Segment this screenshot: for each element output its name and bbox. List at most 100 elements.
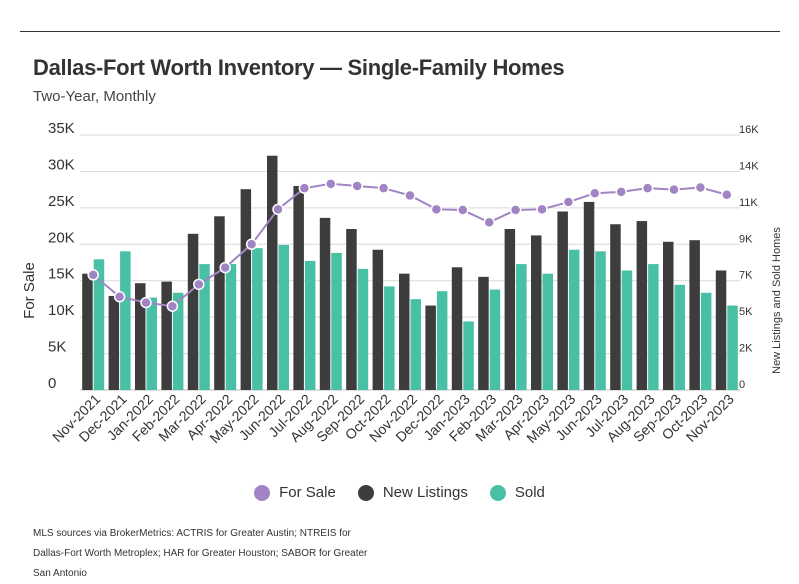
bar-sold xyxy=(648,264,659,390)
bar-new-listings xyxy=(663,241,674,390)
bar-new-listings xyxy=(504,229,516,390)
bar-new-listings xyxy=(610,224,621,390)
point-for-sale xyxy=(641,182,654,194)
point-for-sale xyxy=(351,180,363,192)
point-for-sale xyxy=(668,183,680,196)
legend-item-sold: Sold xyxy=(489,484,545,501)
point-for-sale xyxy=(457,204,469,216)
bar-new-listings xyxy=(636,221,648,390)
bar-sold xyxy=(436,291,448,390)
bar-new-listings xyxy=(583,201,595,390)
y2-tick-label: 7K xyxy=(739,270,753,282)
bar-new-listings xyxy=(319,217,331,390)
point-for-sale xyxy=(140,296,152,309)
point-for-sale xyxy=(483,216,495,229)
y2-tick-label: 0 xyxy=(739,379,745,391)
point-for-sale xyxy=(509,204,522,216)
source-note: MLS sources via BrokerMetrics: ACTRIS fo… xyxy=(33,528,368,579)
bar-sold xyxy=(331,252,342,390)
y-tick-label: 15K xyxy=(48,266,75,283)
point-for-sale xyxy=(430,203,443,216)
bar-sold xyxy=(727,305,738,390)
top-rule xyxy=(20,31,780,32)
y2-tick-label: 11K xyxy=(739,197,758,209)
legend-label-sold: Sold xyxy=(514,484,545,501)
y-tick-label: 30K xyxy=(48,156,75,173)
bar-new-listings xyxy=(425,305,436,390)
bar-sold xyxy=(384,286,395,390)
chart-subtitle: Two-Year, Monthly xyxy=(33,88,156,105)
bar-sold xyxy=(489,289,501,390)
point-for-sale xyxy=(272,203,284,216)
bar-sold xyxy=(568,249,580,390)
y-tick-label: 0 xyxy=(48,375,56,392)
bar-sold xyxy=(410,299,421,390)
point-for-sale xyxy=(245,238,258,251)
bar-new-listings xyxy=(531,235,542,390)
point-for-sale xyxy=(219,261,231,274)
bar-sold xyxy=(172,292,184,390)
bar-new-listings xyxy=(135,283,146,390)
point-for-sale xyxy=(536,203,548,216)
y2-tick-label: 14K xyxy=(739,160,759,172)
y-tick-label: 20K xyxy=(48,229,75,246)
legend-label-for-sale: For Sale xyxy=(279,484,336,501)
bar-new-listings xyxy=(451,267,463,390)
point-for-sale xyxy=(589,187,601,200)
legend-swatch-sold xyxy=(489,484,506,501)
bar-new-listings xyxy=(689,240,700,390)
y-tick-label: 5K xyxy=(48,339,66,356)
bar-sold xyxy=(252,248,263,390)
bar-new-listings xyxy=(478,276,489,390)
bar-sold xyxy=(621,270,633,390)
bar-new-listings xyxy=(82,273,93,390)
bar-new-listings xyxy=(267,155,278,390)
y-axis-label: For Sale xyxy=(21,262,38,319)
y2-axis-label: New Listings and Sold Homes xyxy=(771,227,783,374)
point-for-sale xyxy=(298,182,311,194)
bar-sold xyxy=(542,273,553,390)
point-for-sale xyxy=(562,196,575,208)
legend: For Sale New Listings Sold xyxy=(0,484,799,501)
point-for-sale xyxy=(87,269,99,281)
bar-new-listings xyxy=(187,233,199,390)
legend-item-new-listings: New Listings xyxy=(357,484,468,501)
bar-new-listings xyxy=(293,186,304,390)
point-for-sale xyxy=(193,278,205,291)
y-tick-label: 35K xyxy=(48,120,75,137)
bar-new-listings xyxy=(214,216,225,390)
bar-sold xyxy=(199,264,210,390)
y-tick-label: 10K xyxy=(48,302,75,319)
bar-sold xyxy=(278,244,289,390)
point-for-sale xyxy=(166,300,179,312)
bar-sold xyxy=(120,251,131,390)
chart-title: Dallas-Fort Worth Inventory — Single-Fam… xyxy=(33,55,565,80)
y2-tick-label: 16K xyxy=(739,124,759,136)
bar-new-listings xyxy=(240,189,252,390)
bar-sold xyxy=(93,259,105,390)
bar-sold xyxy=(304,260,316,390)
bar-sold xyxy=(674,284,685,390)
bar-sold xyxy=(516,264,527,390)
y2-tick-label: 2K xyxy=(739,343,753,355)
bar-new-listings xyxy=(161,281,172,390)
legend-swatch-for-sale xyxy=(254,484,271,501)
y-tick-label: 25K xyxy=(48,193,75,210)
bar-sold xyxy=(700,292,712,390)
chart-area: 0 5K 10K 15K 20K 25K 30K 35K 0 2K 5K 7K 9K 11K 14K 16K F… xyxy=(21,120,783,446)
bar-sold xyxy=(225,264,237,390)
point-for-sale xyxy=(404,189,416,202)
y2-tick-label: 9K xyxy=(739,233,753,245)
legend-label-new-listings: New Listings xyxy=(382,484,468,501)
y2-tick-label: 5K xyxy=(739,306,753,318)
bar-new-listings xyxy=(372,249,384,390)
bar-new-listings xyxy=(108,295,120,390)
bar-sold xyxy=(463,321,474,390)
point-for-sale xyxy=(325,178,337,190)
point-for-sale xyxy=(377,182,390,194)
legend-swatch-new-listings xyxy=(357,484,374,501)
bar-new-listings xyxy=(557,211,568,390)
bar-sold xyxy=(357,268,369,390)
point-for-sale xyxy=(721,188,733,201)
legend-item-for-sale: For Sale xyxy=(254,484,336,501)
